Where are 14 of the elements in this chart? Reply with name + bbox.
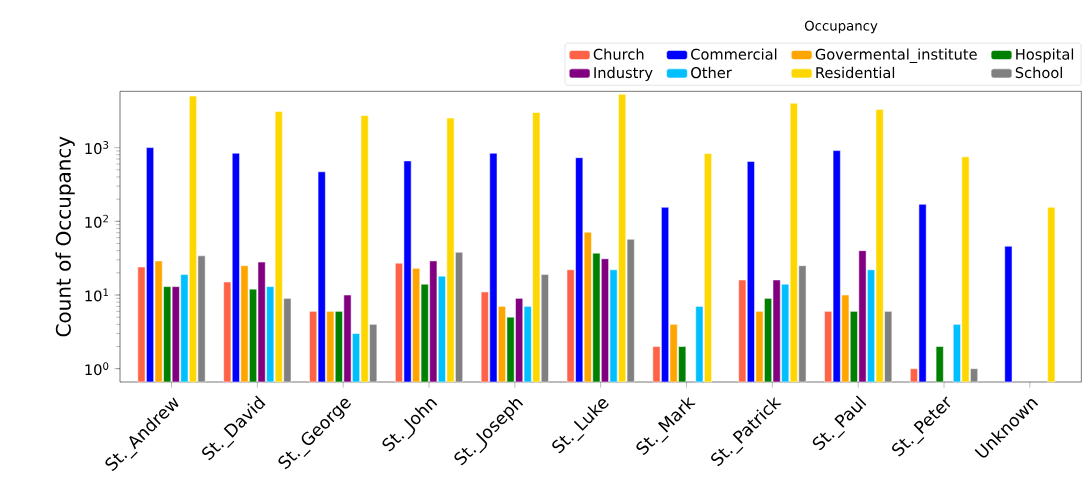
legend-label: Industry bbox=[594, 66, 653, 81]
legend-label: Commercial bbox=[691, 48, 777, 60]
legend-title: Occupancy bbox=[804, 20, 878, 34]
legend-label: Govermental_institute bbox=[815, 48, 977, 63]
legend-label: Hospital bbox=[1016, 48, 1074, 63]
legend-label: School bbox=[1015, 66, 1062, 79]
y-axis-title: Count of Occupancy bbox=[55, 136, 75, 337]
y-tick-label: 10$^{3}$ bbox=[85, 141, 109, 155]
legend-label: Church bbox=[593, 48, 644, 60]
y-tick-label: 10$^{0}$ bbox=[85, 362, 109, 376]
legend-label: Other bbox=[691, 66, 732, 79]
y-tick-label: 10$^{1}$ bbox=[85, 288, 109, 302]
y-tick-label: 10$^{2}$ bbox=[85, 214, 108, 228]
legend-label: Residential bbox=[816, 66, 895, 79]
